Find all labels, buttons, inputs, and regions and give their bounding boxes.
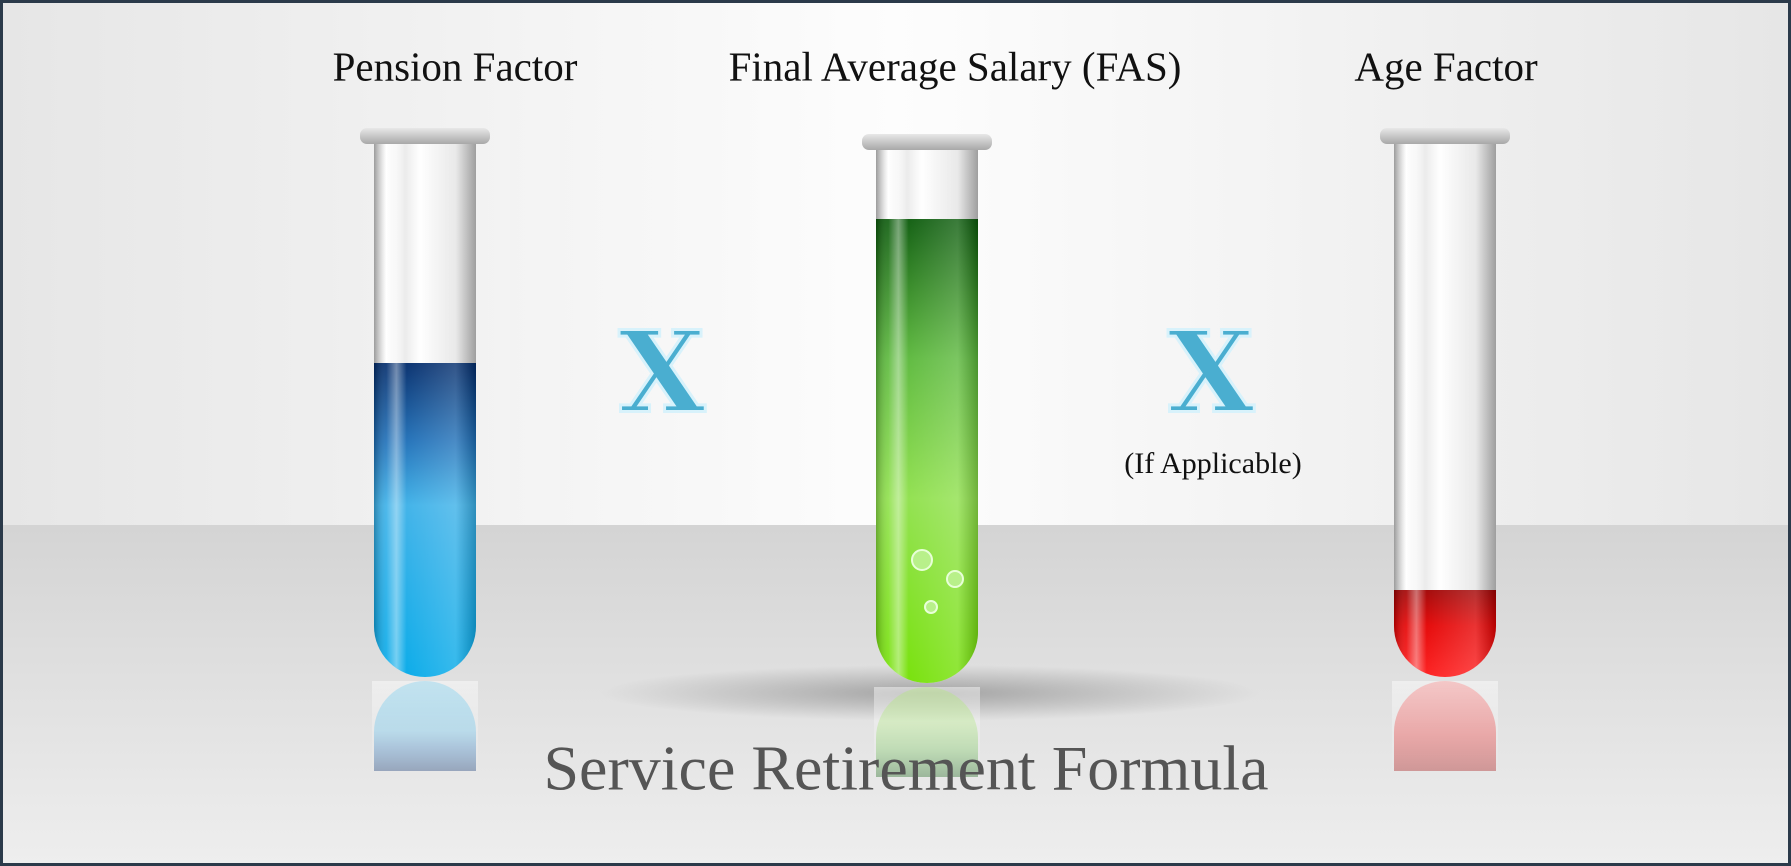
glass-shine [374, 140, 476, 677]
rim [1380, 128, 1510, 144]
tube-label: Pension Factor [333, 43, 578, 89]
glass-shine [1394, 140, 1496, 677]
operator-note: (If Applicable) [1124, 447, 1301, 480]
reflection-fade [1392, 681, 1498, 776]
bubble [947, 571, 963, 587]
multiply-sign: X [1168, 307, 1255, 438]
tube-label: Final Average Salary (FAS) [729, 43, 1182, 89]
slide: Pension Factor Final Average Salary (FAS… [0, 0, 1791, 866]
rim [862, 134, 992, 150]
bubble [912, 550, 932, 570]
slide-title: Service Retirement Formula [543, 733, 1268, 804]
tube-label: Age Factor [1354, 43, 1538, 89]
multiply-sign: X [619, 307, 706, 438]
rim [360, 128, 490, 144]
bubble [925, 601, 937, 613]
reflection-fade [372, 681, 478, 776]
